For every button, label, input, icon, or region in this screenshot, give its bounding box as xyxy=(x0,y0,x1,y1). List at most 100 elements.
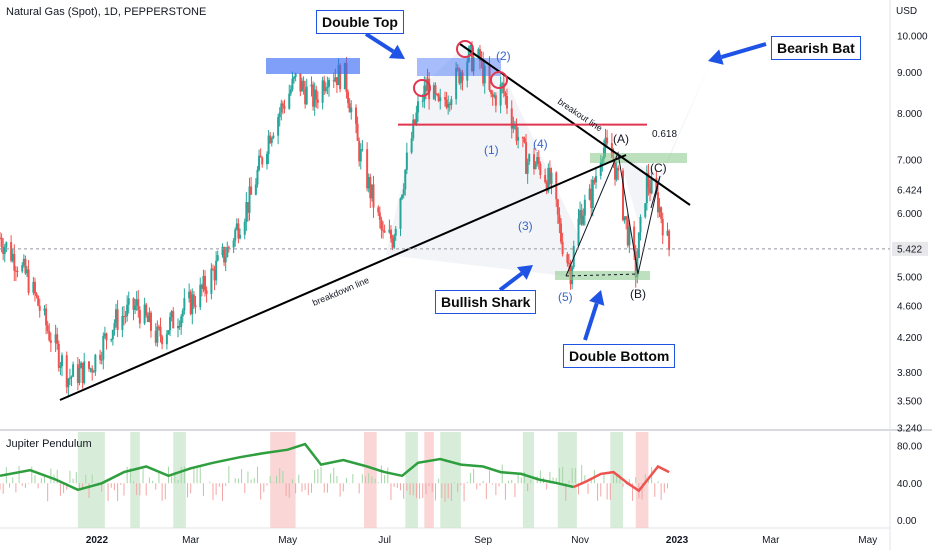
candle-body xyxy=(413,119,416,124)
candle-body xyxy=(426,78,429,92)
candle-body xyxy=(126,304,129,317)
point-c-zone xyxy=(590,153,687,163)
price-tick: 4.200 xyxy=(897,333,922,344)
candle-body xyxy=(189,291,192,315)
candle-body xyxy=(491,93,494,97)
breakdown-line-label: breakdown line xyxy=(311,275,371,308)
candle-body xyxy=(316,99,319,103)
candle-body xyxy=(180,316,183,328)
price-tick: 5.000 xyxy=(897,273,922,284)
candle-body xyxy=(523,138,526,143)
candle-body xyxy=(432,85,435,100)
candle-body xyxy=(294,73,297,78)
resistance-zone xyxy=(417,58,501,76)
price-tick: 6.000 xyxy=(897,209,922,220)
candle-body xyxy=(259,155,262,158)
candle-body xyxy=(447,103,450,108)
candle-body xyxy=(548,167,551,184)
candle-body xyxy=(450,99,453,106)
candle-body xyxy=(647,173,650,188)
candle-body xyxy=(566,254,569,264)
candle-body xyxy=(521,136,524,139)
candle-body xyxy=(606,137,609,144)
candle-body xyxy=(59,366,62,368)
candle-body xyxy=(560,223,563,242)
candle-body xyxy=(32,281,35,293)
candle-body xyxy=(205,290,208,294)
candle-body xyxy=(100,359,103,361)
double-bottom-arrow-head xyxy=(589,290,605,306)
candle-body xyxy=(159,326,162,337)
tick-badge xyxy=(892,182,928,197)
candle-body xyxy=(561,241,564,255)
candle-body xyxy=(293,77,296,79)
candle-body xyxy=(625,216,628,221)
top-marker-circle xyxy=(490,71,508,89)
candle-body xyxy=(246,202,249,213)
candle-body xyxy=(345,62,348,93)
candle-body xyxy=(37,296,40,306)
candle-body xyxy=(626,220,629,246)
candle-body xyxy=(0,237,3,248)
candle-body xyxy=(393,235,396,248)
candle-body xyxy=(459,72,462,84)
time-tick: Sep xyxy=(474,535,492,546)
candle-body xyxy=(245,202,248,222)
candle-body xyxy=(661,218,664,236)
candle-body xyxy=(169,317,172,331)
oscillator-tick: 0.00 xyxy=(897,516,917,527)
candle-body xyxy=(243,221,246,235)
candle-body xyxy=(202,275,205,289)
candle-body xyxy=(355,107,357,124)
candle-body xyxy=(27,269,30,293)
breakdown-line xyxy=(59,154,627,401)
candle-body xyxy=(299,73,302,92)
candle-body xyxy=(343,62,346,90)
candle-body xyxy=(533,154,535,170)
candle-body xyxy=(617,167,620,171)
candle-body xyxy=(238,234,241,239)
candle-body xyxy=(149,312,152,331)
candle-body xyxy=(599,162,602,176)
candle-body xyxy=(80,362,83,369)
candle-body xyxy=(337,64,340,86)
candle-body xyxy=(547,167,550,192)
candle-body xyxy=(289,89,292,94)
candle-body xyxy=(211,268,214,270)
candle-body xyxy=(483,65,486,84)
candle-body xyxy=(658,207,661,213)
candle-body xyxy=(178,325,181,328)
candle-body xyxy=(623,216,626,221)
candle-body xyxy=(22,258,25,266)
candle-body xyxy=(339,64,342,90)
candle-body xyxy=(504,92,507,96)
candle-body xyxy=(148,312,151,322)
time-tick: Nov xyxy=(571,535,589,546)
time-tick: 2023 xyxy=(666,535,689,546)
candle-body xyxy=(537,157,540,164)
oscillator-tick: 40.00 xyxy=(897,479,922,490)
candle-body xyxy=(469,45,472,48)
candle-body xyxy=(210,268,213,294)
candle-body xyxy=(13,253,16,271)
candle-body xyxy=(332,80,335,82)
candle-body xyxy=(558,214,561,224)
time-tick: Mar xyxy=(762,535,780,546)
double-bottom-arrow-shaft xyxy=(583,302,599,341)
candle-body xyxy=(579,210,582,219)
candle-body xyxy=(234,229,237,241)
double-bottom-callout: Double Bottom xyxy=(563,344,676,368)
time-tick: 2022 xyxy=(86,535,109,546)
candle-body xyxy=(645,173,648,204)
candle-body xyxy=(437,94,440,102)
double-top-arrow-shaft xyxy=(364,32,395,54)
wave-5-label: (5) xyxy=(558,290,573,304)
candle-body xyxy=(382,229,385,231)
oscillator-line-red xyxy=(573,464,670,493)
axes-layer: 10.000 9.000 8.000 7.000 6.424 6.000 5.422 5.00… xyxy=(0,31,928,546)
candle-body xyxy=(38,305,41,311)
candle-body xyxy=(54,334,57,343)
candle-body xyxy=(361,149,364,151)
candle-body xyxy=(391,238,394,248)
candle-body xyxy=(272,135,275,139)
